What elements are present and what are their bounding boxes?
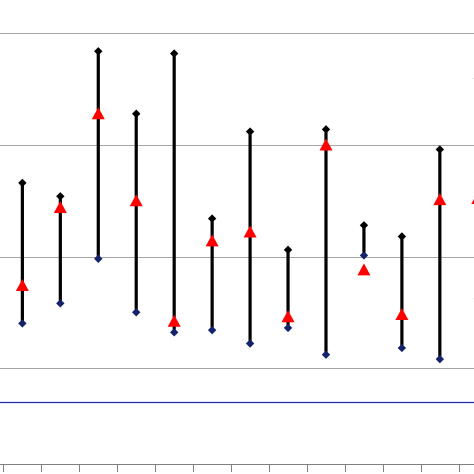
- low-marker-8: [245, 339, 255, 348]
- median-marker-9: [281, 310, 295, 323]
- high-marker-13: [435, 145, 445, 154]
- high-marker-6: [169, 49, 179, 58]
- low-marker-11: [359, 251, 369, 260]
- median-marker-5: [129, 194, 143, 207]
- low-marker-10: [321, 350, 331, 359]
- high-marker-10: [321, 125, 331, 134]
- median-marker-11: [357, 263, 371, 276]
- median-marker-2: [15, 279, 29, 292]
- series-range-lines: [20, 51, 442, 360]
- high-marker-7: [207, 214, 217, 223]
- low-marker-3: [56, 299, 65, 308]
- median-marker-10: [319, 138, 333, 151]
- high-marker-11: [359, 221, 369, 230]
- low-marker-7: [207, 325, 217, 335]
- gridlines: [0, 33, 474, 369]
- low-marker-6: [169, 328, 179, 337]
- median-marker-6: [167, 314, 181, 327]
- median-marker-4: [91, 107, 105, 120]
- high-marker-12: [397, 232, 407, 241]
- series-markers: [15, 47, 474, 364]
- low-marker-4: [94, 254, 103, 263]
- high-marker-2: [18, 178, 27, 188]
- median-marker-13: [433, 193, 447, 206]
- median-marker-3: [53, 200, 67, 213]
- x-axis: [0, 464, 474, 472]
- median-marker-8: [243, 225, 257, 238]
- high-marker-4: [94, 47, 103, 56]
- high-marker-9: [283, 245, 293, 255]
- low-marker-9: [283, 323, 293, 333]
- median-marker-7: [205, 234, 219, 247]
- low-marker-5: [132, 308, 141, 317]
- median-marker-14: [471, 199, 474, 205]
- median-marker-12: [395, 308, 409, 321]
- low-marker-13: [435, 354, 445, 364]
- high-marker-5: [132, 109, 141, 118]
- high-marker-8: [245, 127, 255, 136]
- low-marker-12: [397, 343, 407, 353]
- high-marker-3: [56, 192, 65, 201]
- low-marker-2: [18, 319, 27, 328]
